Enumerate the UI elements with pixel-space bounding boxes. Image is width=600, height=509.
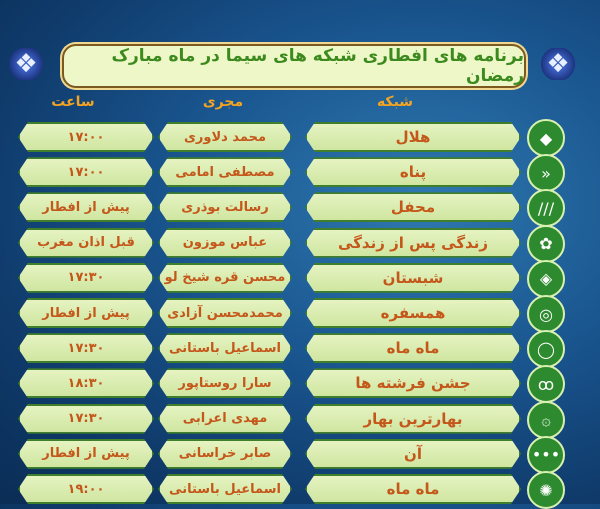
host-cell: اسماعیل باستانی xyxy=(158,474,292,504)
table-row: ◈ شبستان محسن قره شیخ لو ۱۷:۳۰ xyxy=(0,259,600,298)
channel1-logo-icon: ◆ xyxy=(527,119,565,157)
ifilm-logo-icon: ◯ xyxy=(527,330,565,369)
time-cell: ۱۷:۳۰ xyxy=(18,263,154,293)
host-cell: سارا روستاپور xyxy=(158,368,292,398)
time-cell: ۱۷:۳۰ xyxy=(18,404,154,434)
table-row: ✿ زندگی پس از زندگی عباس موزون قبل اذان مغر… xyxy=(0,224,600,263)
header-host: مجری xyxy=(202,94,244,110)
host-cell: محسن قره شیخ لو xyxy=(158,263,292,293)
nasim-logo-icon: ◎ xyxy=(527,295,565,333)
network-cell: هلال xyxy=(305,122,521,152)
host-cell: مصطفی امامی xyxy=(158,157,292,187)
network-cell: همسفره xyxy=(305,298,521,328)
time-cell: ۱۸:۳۰ xyxy=(18,368,154,398)
network-cell: آن xyxy=(305,439,521,469)
ornament-left-icon: ❖ xyxy=(8,48,44,80)
host-cell: رسالت بوذری xyxy=(158,192,292,222)
ornament-right-icon: ❖ xyxy=(540,48,576,80)
host-cell: اسماعیل باستانی xyxy=(158,333,292,363)
network-cell: بهارترین بهار xyxy=(305,404,521,434)
page-title: برنامه های افطاری شبکه های سیما در ماه م… xyxy=(111,46,524,86)
network-cell: محفل xyxy=(305,192,521,222)
network-cell: زندگی پس از زندگی xyxy=(305,228,521,258)
time-cell: ۱۷:۳۰ xyxy=(18,333,154,363)
quran-logo-icon: ۞ xyxy=(527,400,565,439)
table-row: ◎ همسفره محمدمحسن آزادی پیش از افطار xyxy=(0,295,600,333)
table-row: ✺ ماه ماه اسماعیل باستانی ۱۹:۰۰ xyxy=(0,471,600,509)
ofogh-logo-icon: ••• xyxy=(527,435,565,474)
pooya-logo-icon: ꝏ xyxy=(527,365,565,404)
tehran-logo-icon: ✺ xyxy=(527,471,565,509)
network-cell: جشن فرشته ها xyxy=(305,368,521,398)
time-cell: ۱۷:۰۰ xyxy=(18,157,154,187)
table-row: ۞ بهارترین بهار مهدی اعرابی ۱۷:۳۰ xyxy=(0,400,600,439)
network-cell: پناه xyxy=(305,157,521,187)
network-cell: ماه ماه xyxy=(305,474,521,504)
network-cell: شبستان xyxy=(305,263,521,293)
table-row: ••• آن صابر خراسانی پیش از افطار xyxy=(0,435,600,474)
channel4-logo-icon: ✿ xyxy=(527,224,565,263)
network-cell: ماه ماه xyxy=(305,333,521,363)
table-row: ◆ هلال محمد دلاوری ۱۷:۰۰ xyxy=(0,119,600,157)
header-network: شبکه xyxy=(376,94,414,110)
table-row: ꝏ جشن فرشته ها سارا روستاپور ۱۸:۳۰ xyxy=(0,365,600,404)
time-cell: قبل اذان مغرب xyxy=(18,228,154,258)
channel5-logo-icon: ◈ xyxy=(527,259,565,298)
time-cell: پیش از افطار xyxy=(18,298,154,328)
title-banner: برنامه های افطاری شبکه های سیما در ماه م… xyxy=(62,44,526,88)
channel2-logo-icon: » xyxy=(527,154,565,193)
table-row: ///محفل رسالت بوذری پیش از افطار xyxy=(0,189,600,228)
channel3-logo-icon: /// xyxy=(527,189,565,228)
time-cell: ۱۷:۰۰ xyxy=(18,122,154,152)
host-cell: مهدی اعرابی xyxy=(158,404,292,434)
table-row: » پناه مصطفی امامی ۱۷:۰۰ xyxy=(0,154,600,193)
host-cell: محمدمحسن آزادی xyxy=(158,298,292,328)
host-cell: صابر خراسانی xyxy=(158,439,292,469)
time-cell: ۱۹:۰۰ xyxy=(18,474,154,504)
host-cell: عباس موزون xyxy=(158,228,292,258)
time-cell: پیش از افطار xyxy=(18,439,154,469)
time-cell: پیش از افطار xyxy=(18,192,154,222)
table-row: ◯ ماه ماه اسماعیل باستانی ۱۷:۳۰ xyxy=(0,330,600,369)
header-time: ساعت xyxy=(51,94,95,110)
host-cell: محمد دلاوری xyxy=(158,122,292,152)
